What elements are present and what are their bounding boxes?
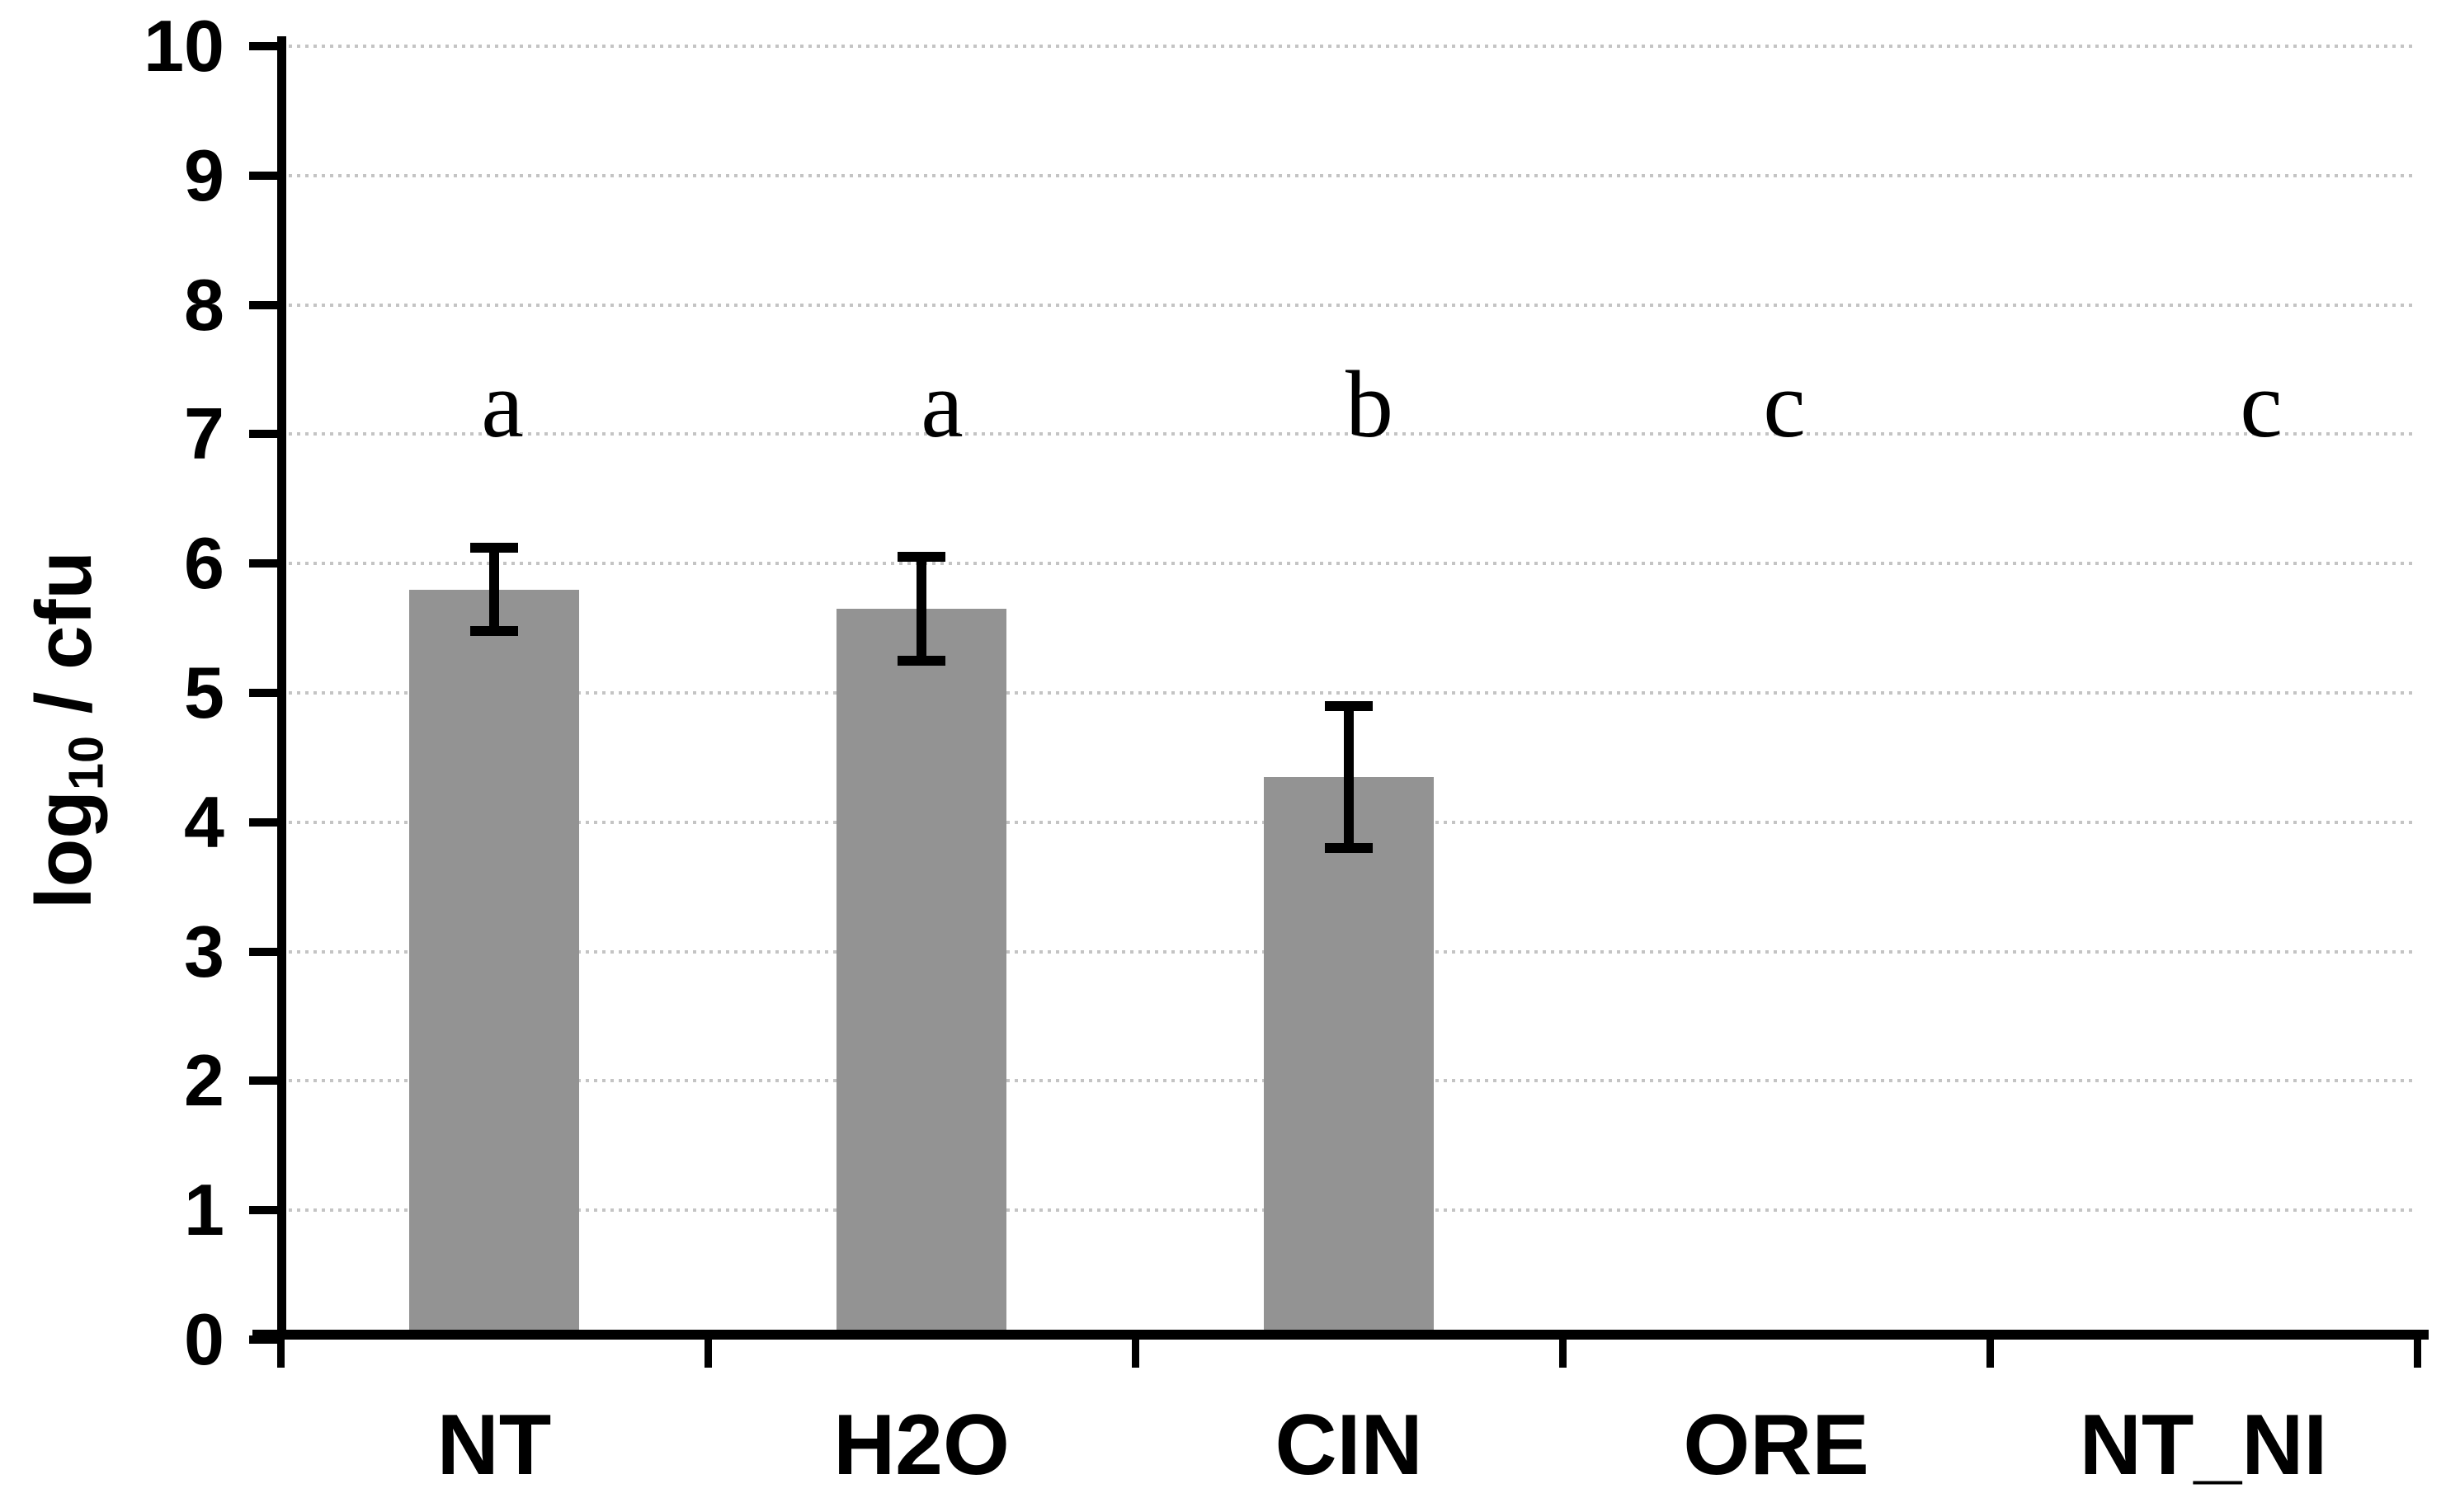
significance-letter-CIN: b xyxy=(1345,352,1393,459)
gridline-y-8 xyxy=(280,303,2417,307)
y-axis-tick-4 xyxy=(249,817,277,827)
y-axis-title-subscript: 10 xyxy=(58,735,114,791)
x-tick-label-H2O: H2O xyxy=(833,1397,1010,1493)
x-tick-label-NT_NI: NT_NI xyxy=(2079,1397,2328,1493)
y-axis-tick-6 xyxy=(249,559,277,568)
x-tick-label-NT: NT xyxy=(436,1397,552,1493)
y-axis-tick-5 xyxy=(249,689,277,697)
x-tick-label-ORE: ORE xyxy=(1683,1397,1869,1493)
y-axis-tick-0 xyxy=(249,1335,277,1344)
y-tick-label-2: 2 xyxy=(184,1039,224,1122)
y-axis-tick-10 xyxy=(249,42,277,50)
significance-letter-ORE: c xyxy=(1763,352,1806,459)
y-axis-line xyxy=(277,36,286,1340)
y-axis-tick-9 xyxy=(249,171,277,180)
gridline-y-5 xyxy=(280,691,2417,695)
error-bar-cap-bottom-NT xyxy=(470,625,518,636)
y-axis-tick-3 xyxy=(249,947,277,956)
error-bar-cap-bottom-H2O xyxy=(898,655,945,666)
y-tick-label-4: 4 xyxy=(184,780,224,863)
y-axis-tick-8 xyxy=(249,300,277,309)
bar-H2O xyxy=(836,609,1006,1330)
x-axis-tick-2 xyxy=(1131,1335,1139,1368)
error-bar-cap-top-H2O xyxy=(898,552,945,563)
error-bar-cap-top-CIN xyxy=(1325,700,1373,711)
x-axis-tick-5 xyxy=(2413,1335,2421,1368)
x-axis-tick-1 xyxy=(704,1335,712,1368)
y-tick-label-6: 6 xyxy=(184,522,224,605)
bar-CIN xyxy=(1264,776,1434,1330)
y-tick-label-1: 1 xyxy=(184,1169,224,1251)
y-tick-label-8: 8 xyxy=(184,263,224,346)
y-axis-tick-2 xyxy=(249,1076,277,1086)
gridline-y-9 xyxy=(280,173,2417,177)
x-axis-tick-4 xyxy=(1986,1335,1994,1368)
y-axis-tick-1 xyxy=(249,1206,277,1215)
x-axis-line xyxy=(252,1330,2429,1340)
x-axis-tick-0 xyxy=(276,1335,285,1368)
x-tick-label-CIN: CIN xyxy=(1275,1397,1423,1493)
y-axis-tick-7 xyxy=(249,430,277,439)
gridline-y-7 xyxy=(280,432,2417,436)
significance-letter-NT: a xyxy=(481,352,524,459)
y-tick-label-5: 5 xyxy=(184,652,224,733)
significance-letter-H2O: a xyxy=(921,352,964,459)
significance-letter-NT_NI: c xyxy=(2240,352,2283,459)
error-bar-line-CIN xyxy=(1344,705,1354,849)
gridline-y-10 xyxy=(280,45,2417,48)
gridline-y-6 xyxy=(280,562,2417,566)
y-tick-label-0: 0 xyxy=(184,1298,224,1380)
y-tick-label-7: 7 xyxy=(184,393,224,475)
error-bar-line-NT xyxy=(489,548,499,631)
y-tick-label-3: 3 xyxy=(184,910,224,992)
y-tick-label-9: 9 xyxy=(184,134,224,216)
error-bar-line-H2O xyxy=(917,557,926,661)
bar-NT xyxy=(409,589,579,1330)
x-axis-tick-3 xyxy=(1558,1335,1567,1368)
y-tick-label-10: 10 xyxy=(144,5,224,87)
error-bar-cap-top-NT xyxy=(470,543,518,553)
error-bar-cap-bottom-CIN xyxy=(1325,843,1373,854)
